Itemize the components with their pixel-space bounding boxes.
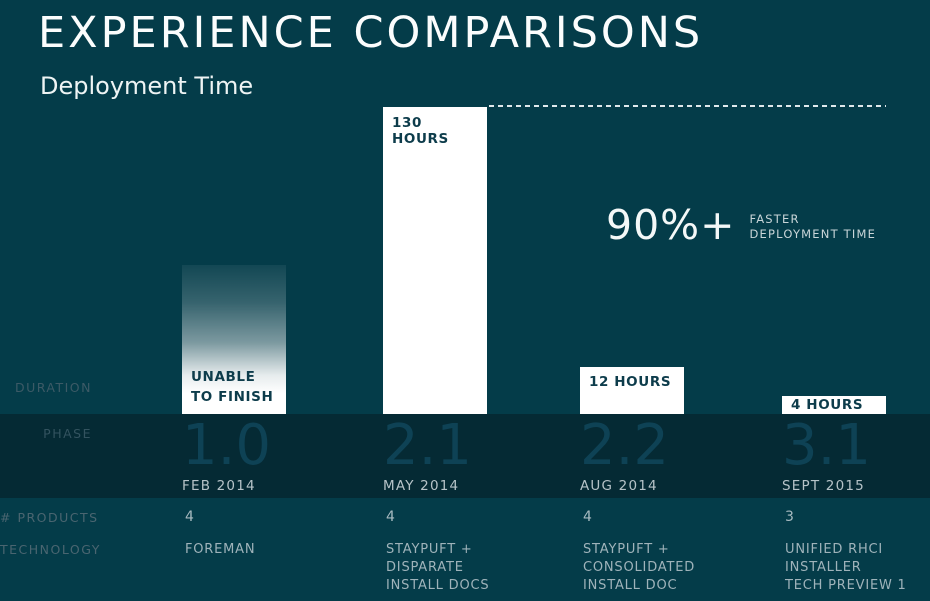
technology-value: UNIFIED RHCI INSTALLER TECH PREVIEW 1 <box>782 541 907 595</box>
bar-label: 130 HOURS <box>392 115 449 147</box>
bar-phase-2-1-130-hours: 130 HOURS <box>383 107 487 414</box>
technology-line: INSTALLER <box>785 560 862 575</box>
technology-value: FOREMAN <box>182 541 255 559</box>
phase-number: 2.2 <box>580 413 670 478</box>
phase-band <box>0 414 930 498</box>
products-count: 4 <box>185 509 195 525</box>
bar-label: 12 HOURS <box>589 374 672 390</box>
row-label-duration: DURATION <box>14 380 92 395</box>
bar-phase-1-0-unable-to-finish: UNABLE TO FINISH <box>182 265 286 414</box>
phase-number: 2.1 <box>383 413 473 478</box>
page-subtitle: Deployment Time <box>40 72 254 100</box>
phase-entry-2-2: 2.2 AUG 2014 <box>580 413 670 495</box>
technology-value: STAYPUFT + DISPARATE INSTALL DOCS <box>383 541 489 595</box>
phase-date: MAY 2014 <box>383 478 460 494</box>
technology-line: DISPARATE <box>386 560 464 575</box>
phase-entry-1-0: 1.0 FEB 2014 <box>182 413 272 495</box>
improvement-caption-line1: FASTER <box>749 212 800 226</box>
baseline-dashed-line <box>489 105 886 107</box>
bar-label: UNABLE <box>191 369 256 385</box>
phase-entry-3-1: 3.1 SEPT 2015 <box>782 413 872 495</box>
page-title: EXPERIENCE COMPARISONS <box>38 8 704 58</box>
technology-line: STAYPUFT + <box>386 542 473 557</box>
bar-label: TO FINISH <box>191 389 274 405</box>
technology-line: STAYPUFT + <box>583 542 670 557</box>
phase-date: SEPT 2015 <box>782 478 865 494</box>
row-label-products: # PRODUCTS <box>0 510 99 525</box>
phase-entry-2-1: 2.1 MAY 2014 <box>383 413 473 495</box>
technology-value: STAYPUFT + CONSOLIDATED INSTALL DOC <box>580 541 695 595</box>
row-label-phase: PHASE <box>43 426 92 441</box>
bar-phase-2-2-12-hours: 12 HOURS <box>580 367 684 414</box>
technology-line: INSTALL DOCS <box>386 578 490 593</box>
phase-number: 3.1 <box>782 413 872 478</box>
row-label-technology: TECHNOLOGY <box>0 542 101 557</box>
products-count: 4 <box>386 509 396 525</box>
improvement-caption-line2: DEPLOYMENT TIME <box>749 227 877 241</box>
phase-date: AUG 2014 <box>580 478 658 494</box>
improvement-annotation: 90%+ FASTER DEPLOYMENT TIME <box>606 201 876 249</box>
technology-line: TECH PREVIEW 1 <box>785 578 907 593</box>
improvement-value: 90%+ <box>606 201 736 249</box>
phase-date: FEB 2014 <box>182 478 256 494</box>
products-count: 4 <box>583 509 593 525</box>
technology-line: CONSOLIDATED <box>583 560 696 575</box>
phase-number: 1.0 <box>182 413 272 478</box>
products-count: 3 <box>785 509 795 525</box>
technology-line: FOREMAN <box>185 542 256 557</box>
technology-line: UNIFIED RHCI <box>785 542 884 557</box>
bar-label: 4 HOURS <box>791 397 864 413</box>
improvement-caption: FASTER DEPLOYMENT TIME <box>749 212 876 242</box>
technology-line: INSTALL DOC <box>583 578 678 593</box>
bar-phase-3-1-4-hours: 4 HOURS <box>782 396 886 414</box>
